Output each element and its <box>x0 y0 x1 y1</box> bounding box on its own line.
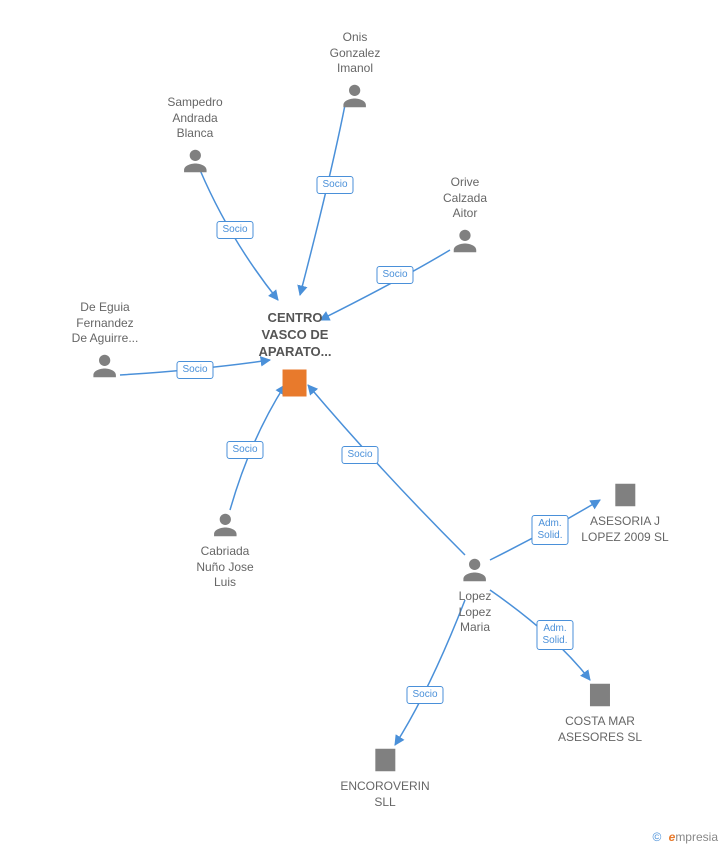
brand-rest: mpresia <box>675 830 718 844</box>
edge <box>300 105 345 295</box>
node-label: ASESORIA J LOPEZ 2009 SL <box>581 514 668 545</box>
node-label: Onis Gonzalez Imanol <box>330 30 381 77</box>
building-icon-wrap <box>581 480 668 510</box>
node-cabriada[interactable]: Cabriada Nuño Jose Luis <box>196 510 253 591</box>
person-icon <box>450 226 480 256</box>
edge-label: Socio <box>341 446 378 464</box>
node-deeguia[interactable]: De Eguia Fernandez De Aguirre... <box>72 300 139 381</box>
edge-label: Socio <box>316 176 353 194</box>
node-label: ENCOROVERIN SLL <box>340 779 429 810</box>
person-icon <box>460 555 490 585</box>
node-label: COSTA MAR ASESORES SL <box>558 714 642 745</box>
person-icon-wrap <box>459 555 492 585</box>
edge <box>395 600 465 745</box>
node-label: Cabriada Nuño Jose Luis <box>196 544 253 591</box>
footer-credit: © empresia <box>652 830 718 844</box>
building-icon <box>585 680 615 710</box>
edge-label: Adm. Solid. <box>536 620 573 650</box>
node-onis[interactable]: Onis Gonzalez Imanol <box>330 30 381 111</box>
node-encoroverin[interactable]: ENCOROVERIN SLL <box>340 745 429 810</box>
edge-label: Socio <box>176 361 213 379</box>
person-icon <box>180 146 210 176</box>
node-label: Sampedro Andrada Blanca <box>167 95 222 142</box>
building-icon-wrap <box>340 745 429 775</box>
person-icon-wrap <box>443 226 487 256</box>
person-icon-wrap <box>72 351 139 381</box>
person-icon <box>210 510 240 540</box>
node-sampedro[interactable]: Sampedro Andrada Blanca <box>167 95 222 176</box>
person-icon-wrap <box>196 510 253 540</box>
edge-label: Socio <box>376 266 413 284</box>
building-icon-wrap <box>259 365 332 401</box>
node-orive[interactable]: Orive Calzada Aitor <box>443 175 487 256</box>
edge-label: Socio <box>226 441 263 459</box>
copyright-symbol: © <box>652 830 661 844</box>
edge <box>320 250 450 320</box>
node-costamar[interactable]: COSTA MAR ASESORES SL <box>558 680 642 745</box>
person-icon-wrap <box>330 81 381 111</box>
building-icon-wrap <box>558 680 642 710</box>
person-icon <box>340 81 370 111</box>
edge-label: Socio <box>216 221 253 239</box>
node-label: De Eguia Fernandez De Aguirre... <box>72 300 139 347</box>
building-icon <box>277 365 313 401</box>
edge <box>308 385 465 555</box>
building-icon <box>370 745 400 775</box>
node-center[interactable]: CENTRO VASCO DE APARATO... <box>259 310 332 401</box>
node-lopez[interactable]: Lopez Lopez Maria <box>459 555 492 636</box>
edge-label: Socio <box>406 686 443 704</box>
node-asesoria[interactable]: ASESORIA J LOPEZ 2009 SL <box>581 480 668 545</box>
node-label: Orive Calzada Aitor <box>443 175 487 222</box>
node-label: Lopez Lopez Maria <box>459 589 492 636</box>
node-label: CENTRO VASCO DE APARATO... <box>259 310 332 361</box>
person-icon <box>90 351 120 381</box>
person-icon-wrap <box>167 146 222 176</box>
building-icon <box>610 480 640 510</box>
edge-label: Adm. Solid. <box>531 515 568 545</box>
